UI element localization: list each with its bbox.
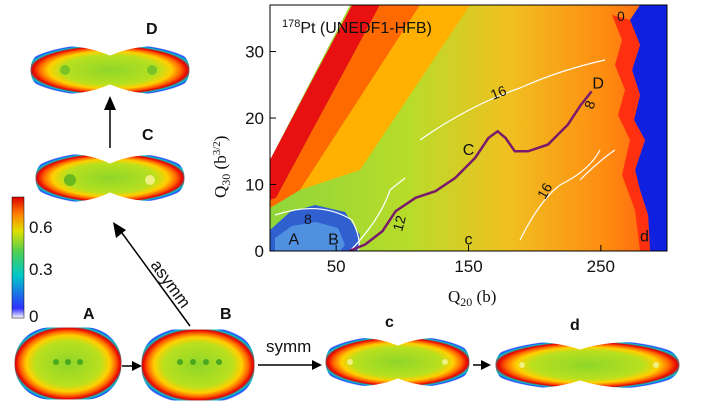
shape-label-D: D xyxy=(146,21,158,38)
pes-map xyxy=(270,5,667,251)
arrow-label-symm: symm xyxy=(266,337,311,356)
ridge-yellow xyxy=(300,5,470,190)
x-tick-label: 250 xyxy=(587,257,615,276)
shape-label-A: A xyxy=(83,306,95,323)
contour-label-16b: 16 xyxy=(534,180,556,202)
path-point-c: c xyxy=(465,232,473,249)
ridge-red xyxy=(270,5,380,200)
shape-c: c xyxy=(324,314,471,387)
path-point-d: d xyxy=(640,228,649,245)
y-axis-label: Q30 (b3/2) xyxy=(211,136,233,198)
chart-title: 178Pt (UNEDF1-HFB) xyxy=(282,18,432,37)
colorbar-tick-0.6: 0.6 xyxy=(29,218,53,237)
contour-label-0: 0 xyxy=(617,8,625,24)
contour-label-8: 8 xyxy=(304,211,312,227)
path-point-A: A xyxy=(288,232,299,249)
y-tick-label: 30 xyxy=(245,43,264,62)
fission-path-line xyxy=(348,90,593,251)
ground-well-inner xyxy=(275,222,345,251)
contour-8 xyxy=(274,208,360,251)
shape-label-c: c xyxy=(385,314,394,331)
valley-wall xyxy=(612,15,650,251)
shape-D: D xyxy=(29,21,191,95)
colorbar xyxy=(11,196,25,319)
path-point-D: D xyxy=(592,75,604,92)
shape-B: B xyxy=(140,306,256,402)
unreached-region xyxy=(270,5,352,160)
colorbar-tick-0.3: 0.3 xyxy=(29,260,53,279)
arrow-B-to-C xyxy=(121,232,191,327)
x-tick-label: 50 xyxy=(327,257,346,276)
shape-A: A xyxy=(13,306,123,401)
contour-label-16: 16 xyxy=(488,82,509,103)
path-point-B: B xyxy=(328,232,339,249)
y-axis-ticks: 0 10 20 30 xyxy=(245,43,276,261)
x-axis-ticks: 50 150 250 xyxy=(327,245,615,276)
x-tick-label: 150 xyxy=(454,257,482,276)
arrow-label-asymm: asymm xyxy=(147,256,195,311)
fission-valley xyxy=(630,5,667,251)
path-points: A B C Dc d xyxy=(288,75,648,248)
colorbar-tick-0: 0 xyxy=(29,307,38,326)
path-point-C: C xyxy=(463,142,475,159)
contour-16 xyxy=(419,59,606,141)
contour-16b xyxy=(519,149,601,241)
shape-d: d xyxy=(494,317,681,389)
y-tick-label: 0 xyxy=(255,242,264,261)
arrows xyxy=(104,96,491,371)
shape-label-B: B xyxy=(220,306,232,323)
shape-label-C: C xyxy=(142,127,154,144)
contour-12 xyxy=(349,177,406,251)
shape-label-d: d xyxy=(570,317,580,334)
shape-C: C xyxy=(34,127,186,203)
y-tick-label: 10 xyxy=(245,176,264,195)
ridge-orange xyxy=(270,5,420,208)
x-axis-label: Q20 (b) xyxy=(448,287,496,309)
contour-label-12: 12 xyxy=(389,213,409,232)
contour-16c xyxy=(579,149,616,181)
y-tick-label: 20 xyxy=(245,109,264,128)
